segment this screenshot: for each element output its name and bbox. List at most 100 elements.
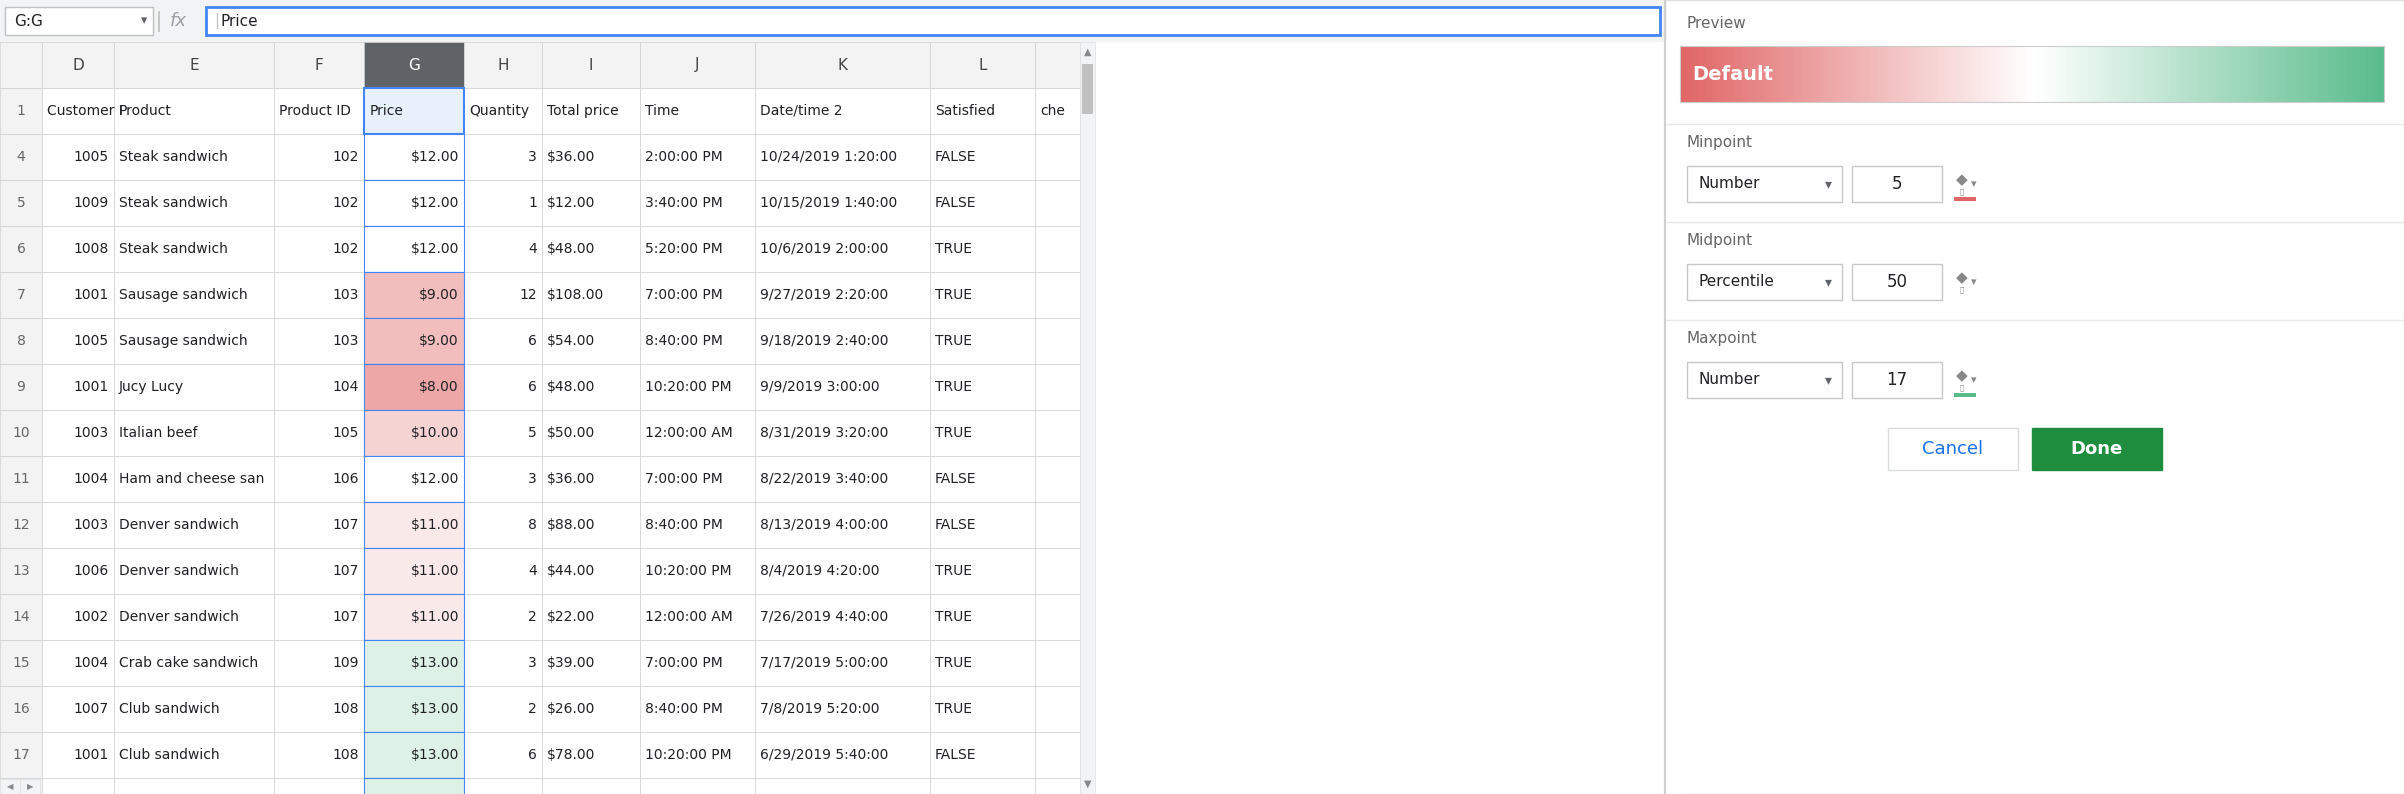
Bar [1789, 46, 1793, 102]
Bar [464, 502, 541, 548]
Bar [2077, 46, 2082, 102]
Bar [113, 502, 274, 548]
Bar [2380, 46, 2385, 102]
Bar [41, 272, 113, 318]
Text: G:G: G:G [14, 13, 43, 29]
Bar [1786, 46, 1789, 102]
Bar [1697, 46, 1702, 102]
Bar [541, 42, 639, 88]
Text: Price: Price [221, 13, 260, 29]
Bar [1863, 46, 1868, 102]
Bar [2370, 46, 2375, 102]
Bar [1856, 46, 1861, 102]
Bar [274, 42, 363, 88]
Bar [930, 778, 1036, 794]
Bar [2214, 46, 2219, 102]
Bar [1851, 166, 1942, 202]
Text: D: D [72, 57, 84, 72]
Bar [755, 594, 930, 640]
Bar [1779, 46, 1784, 102]
Bar [639, 272, 755, 318]
Bar [41, 640, 113, 686]
Text: Price: Price [370, 104, 404, 118]
Text: 102: 102 [332, 150, 358, 164]
Text: 2: 2 [529, 610, 536, 624]
Bar [41, 686, 113, 732]
Bar [1801, 46, 1803, 102]
Text: 4: 4 [529, 242, 536, 256]
Bar [1839, 46, 1841, 102]
Text: 102: 102 [332, 242, 358, 256]
Bar [1712, 46, 1716, 102]
Bar [2341, 46, 2346, 102]
Bar [1036, 180, 1079, 226]
Bar [1036, 548, 1079, 594]
Bar [1688, 264, 1841, 300]
Bar [113, 548, 274, 594]
Bar [930, 640, 1036, 686]
Bar [41, 134, 113, 180]
Bar [1688, 46, 1690, 102]
Text: Time: Time [644, 104, 678, 118]
Bar [2327, 46, 2332, 102]
Bar [2190, 46, 2195, 102]
Text: 7/26/2019 4:40:00: 7/26/2019 4:40:00 [760, 610, 887, 624]
Bar [1894, 46, 1899, 102]
Bar [2195, 46, 2197, 102]
Bar [363, 180, 464, 226]
Bar [930, 548, 1036, 594]
Bar [1945, 46, 1947, 102]
Bar [1952, 46, 1954, 102]
Text: Cancel: Cancel [1921, 440, 1983, 458]
Text: 10:20:00 PM: 10:20:00 PM [644, 380, 731, 394]
Bar [1873, 46, 1878, 102]
Text: 12: 12 [519, 288, 536, 302]
Bar [2279, 46, 2281, 102]
Bar [930, 456, 1036, 502]
Bar [930, 272, 1036, 318]
Bar [1954, 393, 1976, 397]
Bar [2082, 46, 2084, 102]
Bar [639, 180, 755, 226]
Bar [1808, 46, 1810, 102]
Text: 1004: 1004 [75, 656, 108, 670]
Text: FALSE: FALSE [935, 150, 976, 164]
Text: Satisfied: Satisfied [935, 104, 995, 118]
Text: Club sandwich: Club sandwich [120, 748, 219, 762]
Bar [1947, 46, 1952, 102]
Bar [2060, 46, 2065, 102]
Text: 108: 108 [332, 702, 358, 716]
Text: Minpoint: Minpoint [1688, 136, 1753, 151]
Text: 6: 6 [529, 380, 536, 394]
Text: ▾: ▾ [142, 14, 147, 28]
Bar [1851, 362, 1942, 398]
Bar [2281, 46, 2286, 102]
Text: 108: 108 [332, 748, 358, 762]
Text: $78.00: $78.00 [548, 748, 596, 762]
Text: ▾: ▾ [1971, 179, 1976, 189]
Bar [1743, 46, 1748, 102]
Text: 50: 50 [1887, 273, 1906, 291]
Text: 1006: 1006 [75, 564, 108, 578]
Bar [2104, 46, 2106, 102]
Text: ▾: ▾ [1825, 275, 1832, 289]
Bar [41, 548, 113, 594]
Bar [930, 502, 1036, 548]
Text: Ham and cheese san: Ham and cheese san [120, 472, 264, 486]
Text: $48.00: $48.00 [548, 242, 596, 256]
Bar [1998, 46, 2000, 102]
Bar [1899, 46, 1902, 102]
Bar [541, 88, 639, 134]
Text: 8/4/2019 4:20:00: 8/4/2019 4:20:00 [760, 564, 880, 578]
Bar [2159, 46, 2164, 102]
Bar [1036, 502, 1079, 548]
Bar [1709, 46, 1712, 102]
Bar [639, 364, 755, 410]
Bar [2289, 46, 2293, 102]
Bar [2255, 46, 2257, 102]
Bar [2325, 46, 2329, 102]
Text: ⬥: ⬥ [1959, 189, 1964, 195]
Text: ▾: ▾ [1971, 277, 1976, 287]
Bar [639, 456, 755, 502]
Bar [930, 594, 1036, 640]
